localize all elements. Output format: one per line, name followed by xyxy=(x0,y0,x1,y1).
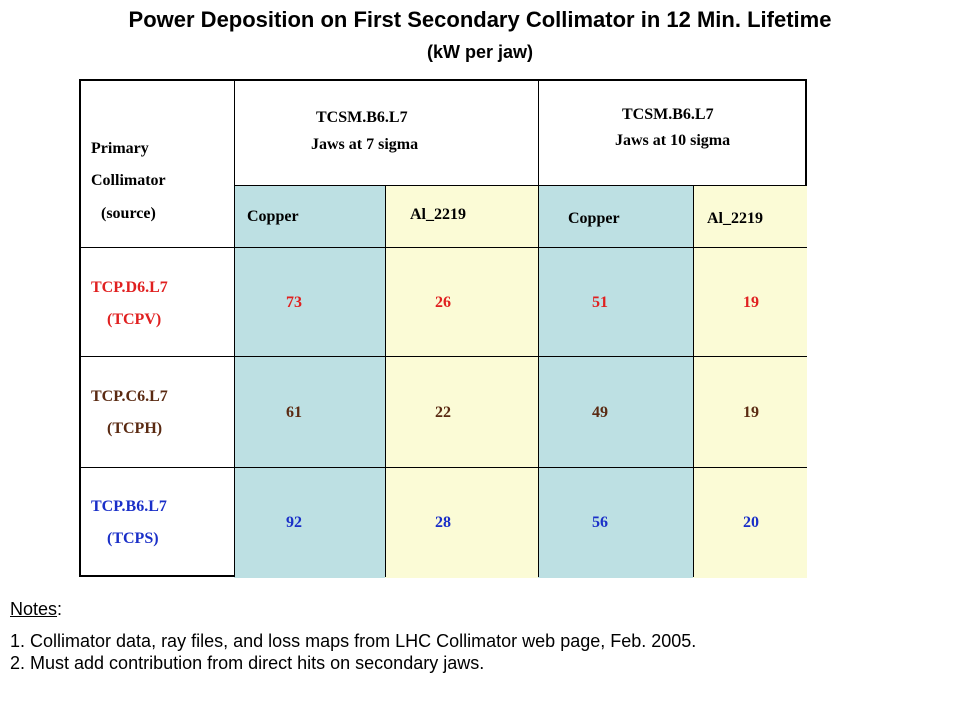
material-header: Al_2219 xyxy=(707,210,763,227)
group-header-name: TCSM.B6.L7 xyxy=(316,109,408,126)
notes-colon: : xyxy=(57,599,63,619)
notes-section: Notes: 1. Collimator data, ray files, an… xyxy=(10,598,950,674)
note-item: 2. Must add contribution from direct hit… xyxy=(10,653,485,673)
group-header-desc: Jaws at 7 sigma xyxy=(311,136,419,153)
row-source-name: TCP.D6.L7 xyxy=(91,279,168,296)
note-item: 1. Collimator data, ray files, and loss … xyxy=(10,631,697,651)
al2219-10sigma-column xyxy=(693,185,807,578)
row-source-alias: (TCPH) xyxy=(107,420,163,437)
row-source-name: TCP.B6.L7 xyxy=(91,498,167,515)
al2219-7sigma-column xyxy=(385,185,538,578)
page-subtitle: (kW per jaw) xyxy=(426,42,533,62)
material-header: Copper xyxy=(247,208,299,225)
table-cell-value: 19 xyxy=(743,404,759,421)
copper-7sigma-column xyxy=(234,185,385,578)
source-header-line: Primary xyxy=(91,140,149,157)
row-source-alias: (TCPV) xyxy=(107,311,162,328)
grid-line xyxy=(81,356,807,357)
material-header: Copper xyxy=(568,210,620,227)
table-cell-value: 19 xyxy=(743,294,759,311)
source-header-line: Collimator xyxy=(91,172,166,189)
material-header: Al_2219 xyxy=(410,206,466,223)
table-cell-value: 26 xyxy=(435,294,451,311)
grid-line xyxy=(81,247,807,248)
grid-line xyxy=(538,81,539,577)
row-source-name: TCP.C6.L7 xyxy=(91,388,168,405)
copper-10sigma-column xyxy=(538,185,693,578)
table-cell-value: 28 xyxy=(435,514,451,531)
power-table: Primary Collimator (source) TCSM.B6.L7 J… xyxy=(79,79,807,578)
notes-heading: Notes xyxy=(10,599,58,619)
table-cell-value: 73 xyxy=(286,294,302,311)
table-cell-value: 56 xyxy=(592,514,608,531)
page-title: Power Deposition on First Secondary Coll… xyxy=(128,7,832,32)
group-header-name: TCSM.B6.L7 xyxy=(622,106,714,123)
grid-line xyxy=(234,185,807,186)
table-cell-value: 51 xyxy=(592,294,608,311)
grid-line xyxy=(693,185,694,577)
table-cell-value: 92 xyxy=(286,514,302,531)
table-cell-value: 20 xyxy=(743,514,759,531)
row-source-alias: (TCPS) xyxy=(107,530,159,547)
table-cell-value: 22 xyxy=(435,404,451,421)
group-header-desc: Jaws at 10 sigma xyxy=(615,132,731,149)
grid-line xyxy=(234,81,235,577)
notes-heading-line: Notes: xyxy=(10,598,950,620)
grid-line xyxy=(385,185,386,577)
table-cell-value: 49 xyxy=(592,404,608,421)
table-cell-value: 61 xyxy=(286,404,302,421)
grid-line xyxy=(81,467,807,468)
source-header-line: (source) xyxy=(101,205,156,222)
